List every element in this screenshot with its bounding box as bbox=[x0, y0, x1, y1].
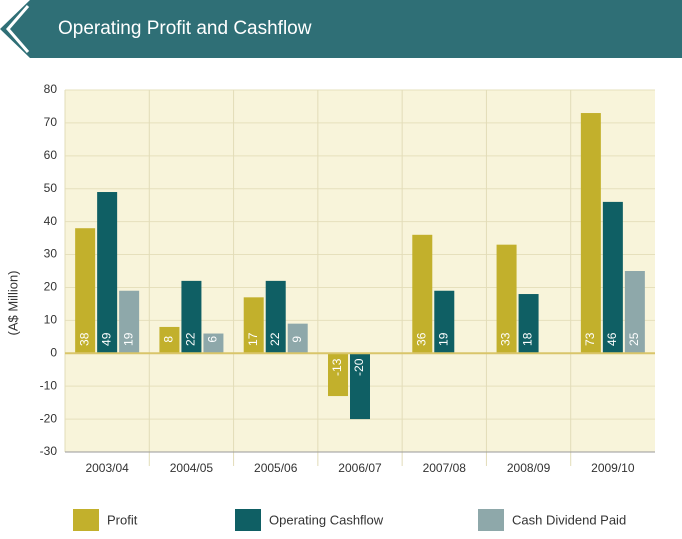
y-tick-label: 20 bbox=[44, 280, 58, 294]
bar bbox=[412, 234, 433, 354]
value-label: -13 bbox=[330, 358, 344, 376]
legend-swatch bbox=[478, 509, 504, 531]
value-label: 17 bbox=[246, 332, 260, 346]
value-label: 19 bbox=[436, 332, 450, 346]
value-label: -20 bbox=[352, 358, 366, 376]
legend-label: Operating Cashflow bbox=[269, 512, 384, 527]
chart-title: Operating Profit and Cashflow bbox=[58, 18, 312, 39]
value-label: 33 bbox=[499, 332, 513, 346]
legend-label: Cash Dividend Paid bbox=[512, 512, 626, 527]
y-tick-label: 10 bbox=[44, 313, 58, 327]
y-tick-label: -20 bbox=[40, 411, 58, 425]
legend-swatch bbox=[235, 509, 261, 531]
bar bbox=[434, 290, 455, 354]
y-tick-label: 60 bbox=[44, 148, 58, 162]
y-tick-label: 40 bbox=[44, 214, 58, 228]
bar bbox=[119, 290, 140, 354]
y-tick-label: 70 bbox=[44, 115, 58, 129]
value-label: 25 bbox=[627, 332, 641, 346]
bar bbox=[159, 326, 180, 354]
bar bbox=[350, 353, 370, 420]
bar bbox=[75, 228, 96, 354]
y-tick-label: 30 bbox=[44, 247, 58, 261]
value-label: 49 bbox=[99, 332, 113, 346]
bar bbox=[265, 280, 286, 354]
y-tick-label: -10 bbox=[40, 378, 58, 392]
value-label: 46 bbox=[605, 332, 619, 346]
value-label: 19 bbox=[121, 332, 135, 346]
value-label: 38 bbox=[77, 332, 91, 346]
y-tick-label: 50 bbox=[44, 181, 58, 195]
x-tick-label: 2005/06 bbox=[254, 461, 298, 475]
legend-label: Profit bbox=[107, 512, 138, 527]
value-label: 6 bbox=[206, 336, 220, 343]
bar bbox=[203, 333, 224, 354]
value-label: 22 bbox=[184, 332, 198, 346]
bar bbox=[624, 271, 645, 354]
x-tick-label: 2009/10 bbox=[591, 461, 635, 475]
back-chevron bbox=[6, 5, 30, 53]
value-label: 36 bbox=[414, 332, 428, 346]
value-label: 22 bbox=[268, 332, 282, 346]
bar bbox=[97, 192, 118, 354]
bar bbox=[580, 113, 601, 354]
legend-swatch bbox=[73, 509, 99, 531]
value-label: 8 bbox=[162, 336, 176, 343]
x-tick-label: 2007/08 bbox=[423, 461, 467, 475]
x-tick-label: 2004/05 bbox=[170, 461, 214, 475]
x-tick-label: 2003/04 bbox=[85, 461, 129, 475]
value-label: 9 bbox=[290, 336, 304, 343]
x-tick-label: 2006/07 bbox=[338, 461, 382, 475]
y-axis-label: (A$ Million) bbox=[5, 270, 20, 335]
bar bbox=[518, 294, 539, 354]
bar bbox=[181, 280, 202, 354]
bar bbox=[287, 323, 308, 354]
bar bbox=[243, 297, 264, 354]
y-tick-label: 80 bbox=[44, 82, 58, 96]
bar bbox=[496, 244, 517, 354]
y-tick-label: -30 bbox=[40, 444, 58, 458]
header-bar bbox=[0, 0, 682, 58]
x-tick-label: 2008/09 bbox=[507, 461, 551, 475]
bar bbox=[602, 201, 623, 354]
y-tick-label: 0 bbox=[50, 345, 57, 359]
value-label: 18 bbox=[521, 332, 535, 346]
bar bbox=[328, 353, 348, 397]
value-label: 73 bbox=[583, 332, 597, 346]
